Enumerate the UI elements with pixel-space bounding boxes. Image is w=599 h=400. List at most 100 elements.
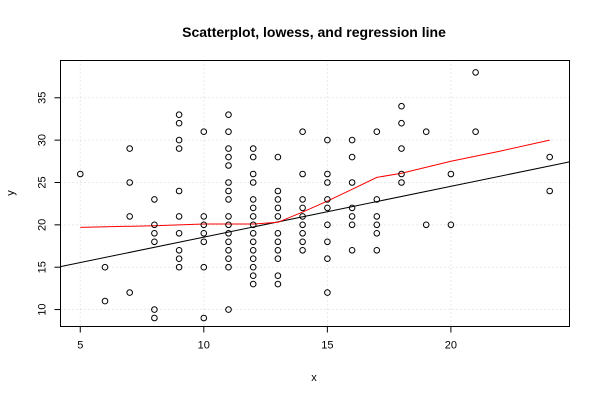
scatter-point — [175, 230, 183, 237]
scatter-point — [225, 238, 232, 246]
scatter-point — [77, 170, 84, 178]
scatter-point — [274, 187, 282, 195]
data-points — [77, 69, 554, 322]
scatter-point — [398, 145, 405, 152]
scatter-point — [249, 170, 257, 178]
plot-area-frame — [60, 60, 570, 327]
scatter-point — [225, 187, 232, 195]
scatter-point — [398, 119, 405, 127]
scatter-point — [249, 255, 257, 263]
scatter-point — [447, 221, 455, 229]
scatter-point — [249, 272, 257, 280]
scatter-point — [175, 263, 183, 271]
scatter-point — [299, 170, 306, 178]
scatter-point — [151, 306, 158, 313]
scatter-point — [348, 247, 356, 254]
scatter-point — [175, 255, 183, 263]
scatter-point — [225, 230, 232, 237]
y-tick-label: 25 — [36, 176, 48, 188]
scatter-point — [225, 162, 232, 169]
regression-line-group — [60, 161, 570, 268]
scatter-point — [200, 230, 208, 237]
scatter-point — [299, 213, 306, 220]
scatter-point — [422, 128, 430, 135]
y-tick-label: 15 — [36, 261, 48, 273]
scatter-point — [101, 297, 109, 305]
scatter-point — [373, 221, 381, 229]
scatter-point — [274, 247, 282, 254]
scatter-point — [373, 128, 381, 135]
scatter-point — [225, 153, 232, 161]
scatter-point — [546, 153, 554, 161]
scatter-point — [225, 213, 232, 220]
x-tick-label: 20 — [445, 340, 457, 352]
scatter-point — [348, 179, 356, 186]
scatter-point — [274, 280, 282, 288]
scatter-point — [175, 213, 183, 220]
scatter-point — [225, 196, 232, 203]
scatter-point — [126, 289, 133, 296]
scatter-point — [324, 289, 331, 296]
scatter-point — [249, 263, 257, 271]
scatter-point — [249, 204, 257, 212]
y-axis-label: y — [5, 190, 17, 196]
y-tick-label: 30 — [36, 134, 48, 146]
x-tick-label: 5 — [77, 340, 83, 352]
scatter-point — [249, 230, 257, 237]
scatter-point — [472, 128, 479, 135]
scatter-point — [299, 196, 306, 203]
scatter-point — [225, 111, 232, 118]
scatter-point — [398, 179, 405, 186]
scatter-point — [249, 196, 257, 203]
axes: 5 10 15 20 10 15 20 25 30 35 — [36, 92, 457, 352]
y-tick-label: 20 — [36, 219, 48, 231]
scatter-point — [299, 221, 306, 229]
scatter-point — [200, 263, 208, 271]
scatter-point — [324, 255, 331, 263]
scatter-point — [175, 145, 183, 152]
scatter-point — [274, 272, 282, 280]
scatter-point — [249, 280, 257, 288]
scatter-point — [373, 230, 381, 237]
scatter-point — [324, 196, 331, 203]
scatter-point — [249, 221, 257, 229]
scatter-point — [175, 247, 183, 254]
scatter-point — [249, 179, 257, 186]
scatter-point — [175, 136, 183, 144]
regression-line — [60, 161, 570, 268]
scatter-point — [447, 170, 455, 178]
scatter-point — [299, 247, 306, 254]
scatter-point — [175, 119, 183, 127]
scatter-point — [422, 221, 430, 229]
scatter-point — [274, 153, 282, 161]
scatter-point — [175, 187, 183, 195]
scatter-point — [151, 196, 158, 203]
scatter-point — [324, 221, 331, 229]
scatter-point — [348, 153, 356, 161]
scatter-point — [274, 213, 282, 220]
scatter-point — [200, 128, 208, 135]
scatter-point — [151, 314, 158, 322]
lowess-curve-group — [80, 139, 550, 228]
scatter-point — [324, 179, 331, 186]
scatter-point — [151, 238, 158, 246]
scatter-point — [225, 145, 232, 152]
scatter-point — [472, 69, 479, 76]
scatter-point — [324, 238, 331, 246]
scatter-point — [225, 247, 232, 254]
scatter-point — [225, 179, 232, 186]
scatter-point — [348, 136, 356, 144]
x-axis-label: x — [311, 372, 317, 384]
scatter-point — [126, 213, 133, 220]
y-tick-label: 35 — [36, 92, 48, 104]
scatter-point — [200, 238, 208, 246]
x-tick-label: 10 — [198, 340, 210, 352]
scatter-point — [274, 196, 282, 203]
scatter-point — [249, 145, 257, 152]
scatter-point — [151, 230, 158, 237]
scatter-point — [200, 314, 208, 322]
scatter-point — [274, 238, 282, 246]
scatter-point — [299, 128, 306, 135]
scatter-point — [373, 196, 381, 203]
scatter-point — [200, 221, 208, 229]
